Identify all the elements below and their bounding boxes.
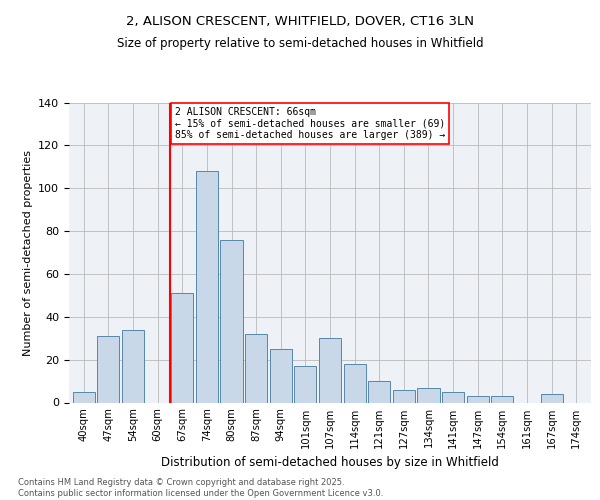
Text: Size of property relative to semi-detached houses in Whitfield: Size of property relative to semi-detach… — [116, 38, 484, 51]
Bar — [491, 396, 514, 402]
Bar — [393, 390, 415, 402]
Bar — [442, 392, 464, 402]
Bar — [418, 388, 440, 402]
Text: 2, ALISON CRESCENT, WHITFIELD, DOVER, CT16 3LN: 2, ALISON CRESCENT, WHITFIELD, DOVER, CT… — [126, 15, 474, 28]
Bar — [122, 330, 144, 402]
Text: Contains HM Land Registry data © Crown copyright and database right 2025.
Contai: Contains HM Land Registry data © Crown c… — [18, 478, 383, 498]
Bar — [294, 366, 316, 403]
Bar — [97, 336, 119, 402]
X-axis label: Distribution of semi-detached houses by size in Whitfield: Distribution of semi-detached houses by … — [161, 456, 499, 469]
Bar — [467, 396, 489, 402]
Bar — [73, 392, 95, 402]
Bar — [269, 349, 292, 403]
Bar — [245, 334, 267, 402]
Bar — [344, 364, 366, 403]
Bar — [541, 394, 563, 402]
Text: 2 ALISON CRESCENT: 66sqm
← 15% of semi-detached houses are smaller (69)
85% of s: 2 ALISON CRESCENT: 66sqm ← 15% of semi-d… — [175, 107, 445, 140]
Y-axis label: Number of semi-detached properties: Number of semi-detached properties — [23, 150, 32, 356]
Bar — [220, 240, 242, 402]
Bar — [171, 293, 193, 403]
Bar — [368, 381, 391, 402]
Bar — [196, 171, 218, 402]
Bar — [319, 338, 341, 402]
